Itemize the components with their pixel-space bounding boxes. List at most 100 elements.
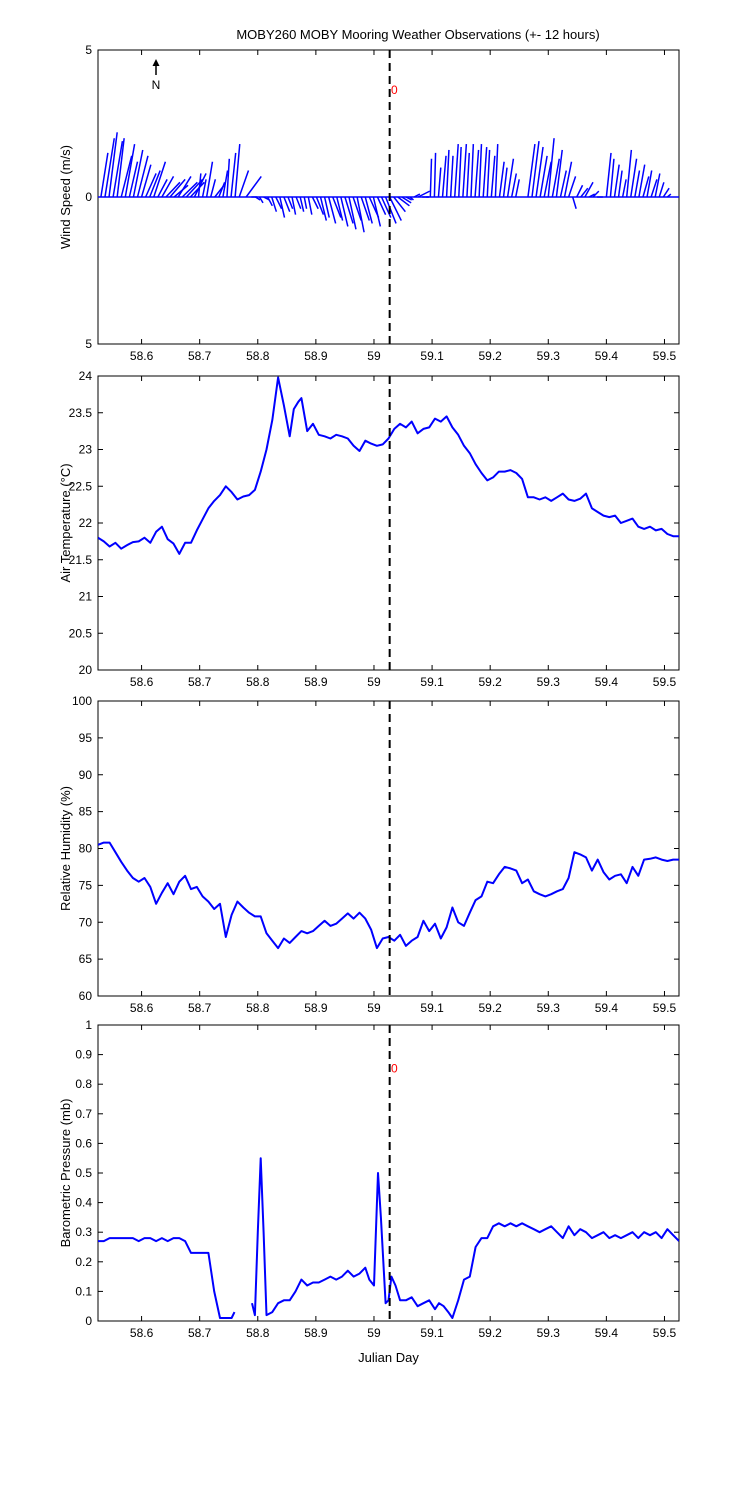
wind-stick [666,193,672,198]
wind-stick [157,179,168,198]
wind-stick [462,144,468,198]
wind-stick [388,196,402,221]
north-arrowhead-icon [152,59,160,66]
wind-stick [433,152,437,198]
wind-stick [149,170,161,198]
airtemp-ylabel: Air Temperature (°C) [58,463,73,582]
wind-stick [413,193,421,198]
wind-stick [563,161,573,198]
wind-stick [555,149,563,198]
wind-stick [323,196,330,218]
wind-stick [356,196,365,233]
humidity-xtick-label: 59.1 [420,1001,444,1015]
wind-stick [238,170,250,198]
pressure-xtick-label: 59.3 [537,1326,561,1340]
wind-stick [201,179,207,198]
pressure-ytick-label: 0.9 [75,1048,92,1062]
wind-stick [205,161,214,198]
wind-stick [658,182,665,198]
wind-stick [559,170,568,198]
humidity-ytick-label: 70 [79,915,93,929]
wind-stick [271,196,278,212]
wind-stick [136,155,149,198]
humidity-xtick-label: 59 [367,1001,381,1015]
pressure-ylabel: Barometric Pressure (mb) [58,1099,73,1248]
wind-stick [494,144,499,198]
wind-stick [108,132,118,198]
wind-stick [535,146,544,198]
pressure-xtick-label: 58.6 [130,1326,154,1340]
wind-stick [609,158,615,198]
wind-stick [592,190,600,198]
wind-stick [327,196,337,224]
humidity-ytick-label: 95 [79,731,93,745]
wind-stick [650,179,658,198]
wind-stick [230,152,237,198]
wind-stick [348,196,357,230]
wind-stick [319,196,328,221]
wind-stick [510,173,518,198]
humidity-ytick-label: 100 [72,694,92,708]
wind-stick [380,196,392,218]
airtemp-xtick-label: 58.9 [304,675,328,689]
pressure-ytick-label: 0.6 [75,1136,92,1150]
wind-stick [466,152,471,198]
wind-stick [128,161,139,198]
wind-stick [336,196,344,221]
wind-stick [104,138,116,198]
wind-stick [449,155,454,198]
wind-annotation: 0 [391,83,398,97]
wind-stick [453,144,459,198]
wind-stick [291,196,297,215]
wind-stick [646,170,653,198]
wind-xtick-label: 58.8 [246,349,270,363]
airtemp-ytick-label: 21.5 [69,553,93,567]
pressure-ytick-label: 0.3 [75,1225,92,1239]
wind-stick [255,196,261,201]
wind-stick [303,196,308,209]
wind-stick [437,167,442,198]
pressure-series-line [251,1157,679,1319]
wind-stick [580,187,589,198]
pressure-xtick-label: 58.8 [246,1326,270,1340]
wind-stick [642,176,650,198]
humidity-xtick-label: 58.6 [130,1001,154,1015]
wind-stick [275,196,283,210]
wind-stick [376,196,387,215]
pressure-xtick-label: 59.1 [420,1326,444,1340]
airtemp-xtick-label: 59.2 [478,675,502,689]
humidity-ylabel: Relative Humidity (%) [58,786,73,911]
wind-stick [478,144,483,198]
wind-ytick-label: 0 [85,190,92,204]
wind-stick [429,158,433,198]
wind-stick [571,196,577,209]
wind-stick [340,196,349,227]
pressure-ytick-label: 0.7 [75,1107,92,1121]
wind-stick [144,173,157,198]
pressure-xtick-label: 59.5 [653,1326,677,1340]
humidity-panel: 58.6 58.7 58.8 58.9 59 59.1 59.2 59.3 59.4 59.5 60… [58,694,680,1015]
wind-stick [169,178,186,198]
wind-stick [315,196,325,215]
wind-stick [364,196,373,224]
wind-stick [112,141,124,198]
humidity-ytick-label: 90 [79,768,93,782]
wind-stick [490,155,496,198]
wind-stick [397,196,410,207]
wind-xtick-label: 59 [367,349,381,363]
wind-stick [266,196,273,207]
wind-stick [605,152,612,198]
airtemp-series-line [98,376,679,555]
wind-stick [161,176,175,198]
wind-stick [445,149,450,198]
airtemp-xtick-label: 59 [367,675,381,689]
wind-stick [332,196,342,218]
wind-stick [287,196,294,210]
airtemp-ytick-label: 22.5 [69,479,93,493]
wind-stick [279,196,286,218]
airtemp-ytick-label: 23 [79,443,93,457]
wind-stick [177,176,192,198]
north-indicator: N [152,59,160,92]
wind-stick [482,146,488,198]
pressure-xtick-label: 59.2 [478,1326,502,1340]
